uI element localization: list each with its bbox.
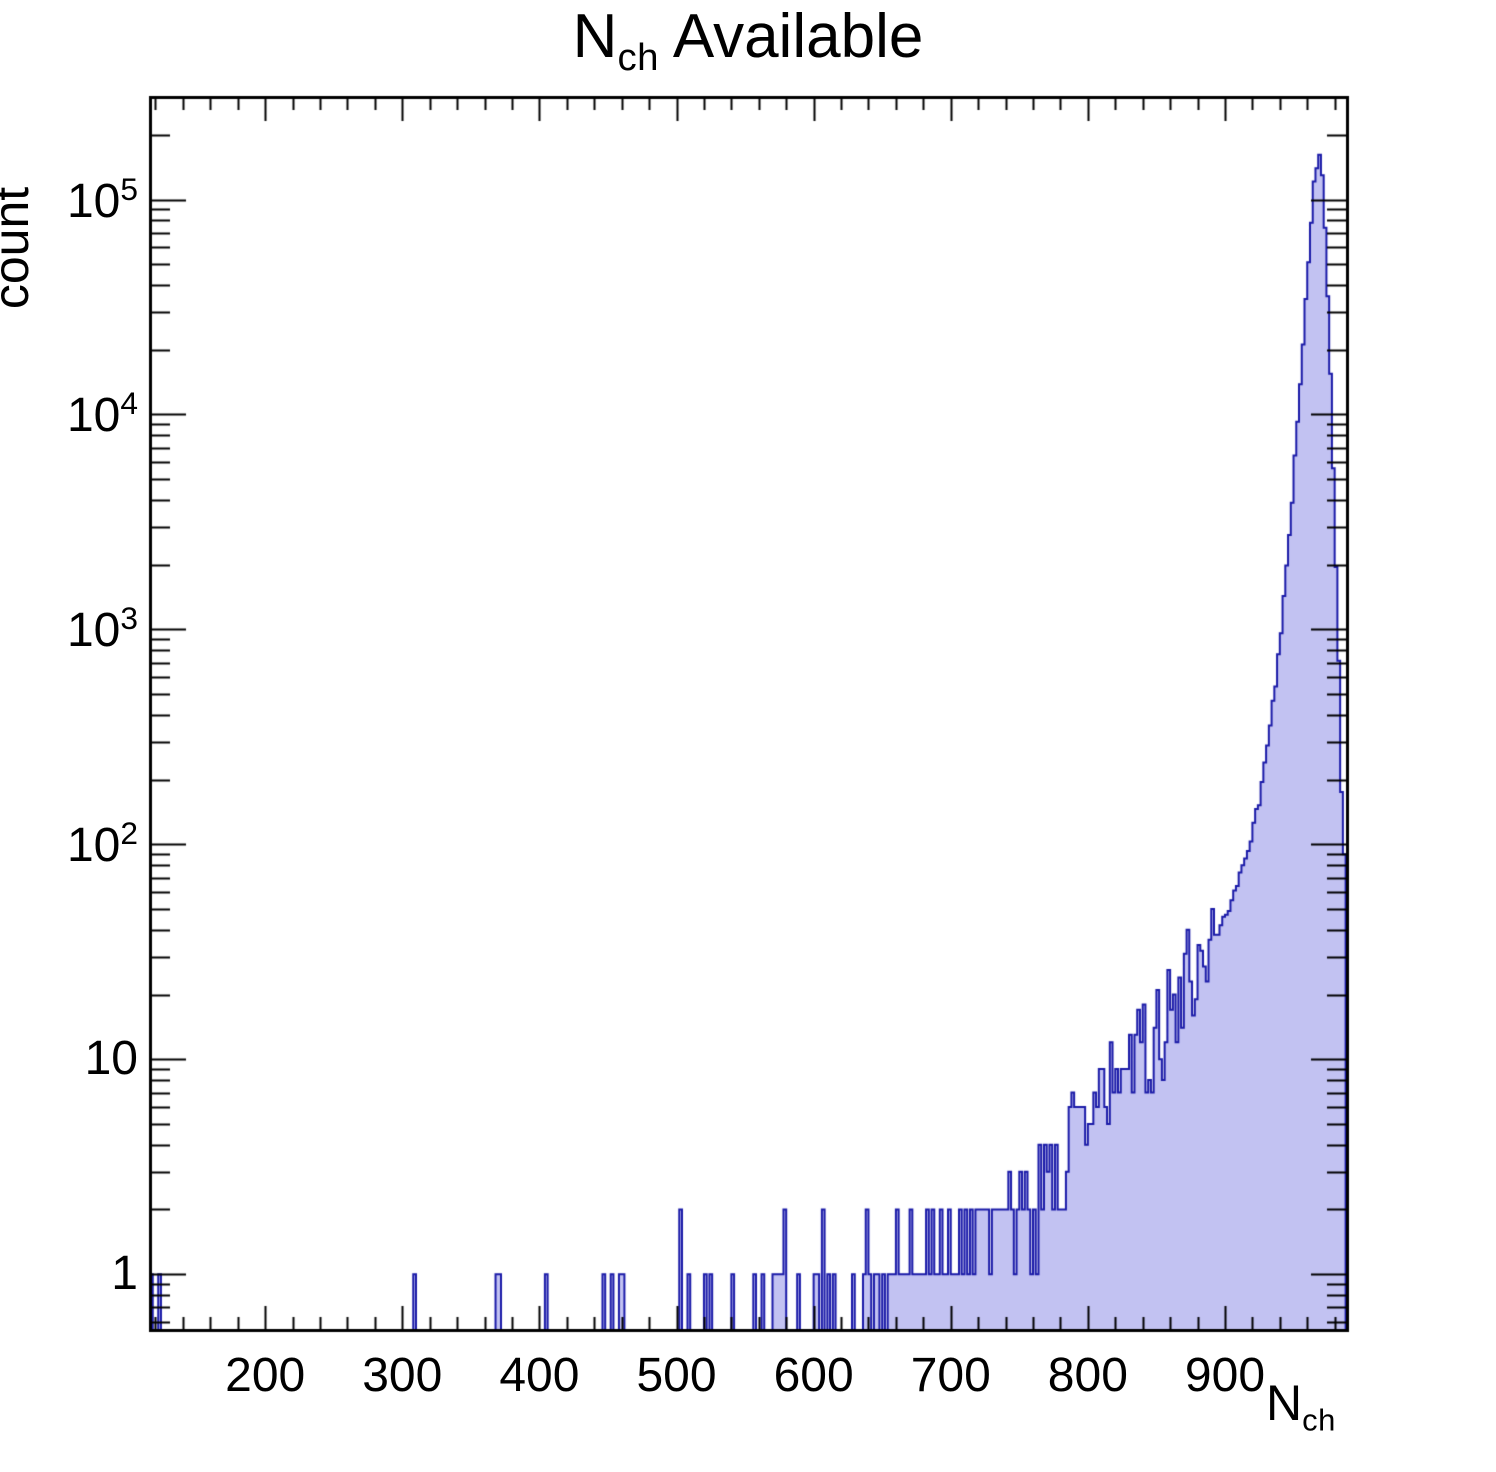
y-tick-exponent: 4 (120, 385, 138, 422)
y-tick-mantissa: 10 (84, 1032, 138, 1086)
y-tick-mantissa: 10 (66, 174, 121, 228)
chart-title-base: N (572, 2, 618, 71)
y-tick-label: 1 (0, 1250, 138, 1298)
x-tick-label: 400 (499, 1349, 580, 1402)
x-axis-title-base: N (1266, 1375, 1303, 1431)
x-tick-label: 700 (910, 1349, 991, 1402)
chart-title-rest: Available (659, 2, 924, 71)
y-tick-mantissa: 10 (66, 819, 121, 873)
x-tick-label: 800 (1047, 1349, 1128, 1402)
y-tick-exponent: 3 (120, 600, 138, 637)
y-tick-mantissa: 10 (66, 604, 121, 658)
y-tick-label: 10 (0, 1035, 138, 1083)
y-tick-mantissa: 10 (66, 389, 121, 443)
x-tick-label: 600 (773, 1349, 854, 1402)
y-tick-label: 105 (0, 170, 138, 228)
y-tick-mantissa: 1 (111, 1247, 138, 1301)
x-tick-label: 900 (1184, 1349, 1266, 1402)
y-tick-label: 104 (0, 385, 138, 443)
chart-title: Nch Available (0, 6, 1496, 78)
x-axis-title-subscript: ch (1302, 1402, 1336, 1438)
y-axis-title: count (0, 186, 39, 310)
x-tick-label: 500 (636, 1349, 717, 1402)
x-axis-title: Nch (1266, 1378, 1336, 1436)
y-tick-exponent: 5 (120, 170, 138, 207)
y-tick-exponent: 2 (120, 815, 138, 852)
chart-title-subscript: ch (617, 36, 660, 80)
y-tick-label: 102 (0, 815, 138, 873)
x-tick-label: 300 (362, 1349, 443, 1402)
x-tick-label: 200 (225, 1349, 306, 1402)
y-tick-label: 103 (0, 600, 138, 658)
